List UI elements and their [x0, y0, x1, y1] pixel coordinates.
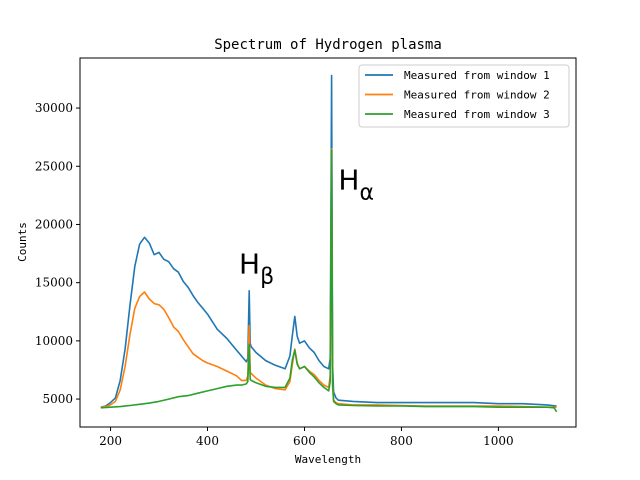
x-tick-label: 600 — [293, 434, 316, 448]
chart-title: Spectrum of Hydrogen plasma — [214, 37, 442, 53]
annotation-main: H — [239, 247, 260, 280]
x-tick-label: 400 — [196, 434, 219, 448]
y-axis-label: Counts — [16, 222, 29, 262]
legend-label: Measured from window 3 — [404, 108, 550, 121]
plot-lines — [100, 74, 558, 413]
legend: Measured from window 1 Measured from wind… — [358, 64, 570, 128]
annotation-subscript: α — [359, 181, 374, 206]
x-tick-label: 800 — [390, 434, 413, 448]
y-tick-label: 20000 — [35, 217, 73, 231]
annotation-main: H — [338, 164, 359, 197]
x-tick-label: 200 — [99, 434, 122, 448]
legend-box — [358, 64, 570, 128]
y-tick-label: 15000 — [35, 276, 73, 290]
annotation-2: Hβ — [239, 247, 274, 289]
y-tick-label: 10000 — [35, 334, 73, 348]
series-line-3 — [100, 149, 558, 413]
y-tick-label: 30000 — [35, 101, 73, 115]
x-axis-ticks: 200 400 600 800 1000 — [99, 427, 514, 448]
plot-frame — [79, 57, 577, 428]
legend-label: Measured from window 2 — [404, 89, 550, 102]
series-line-1 — [100, 74, 557, 408]
legend-label: Measured from window 1 — [404, 69, 550, 82]
y-axis-ticks: 5000 10000 15000 20000 25000 30000 — [35, 101, 80, 406]
x-tick-label: 1000 — [483, 434, 514, 448]
y-tick-label: 5000 — [42, 392, 73, 406]
x-axis-label: Wavelength — [295, 453, 361, 466]
series-line-2 — [100, 148, 557, 408]
y-tick-label: 25000 — [35, 159, 73, 173]
annotation-1: Hα — [338, 164, 374, 206]
annotation-subscript: β — [260, 264, 274, 289]
